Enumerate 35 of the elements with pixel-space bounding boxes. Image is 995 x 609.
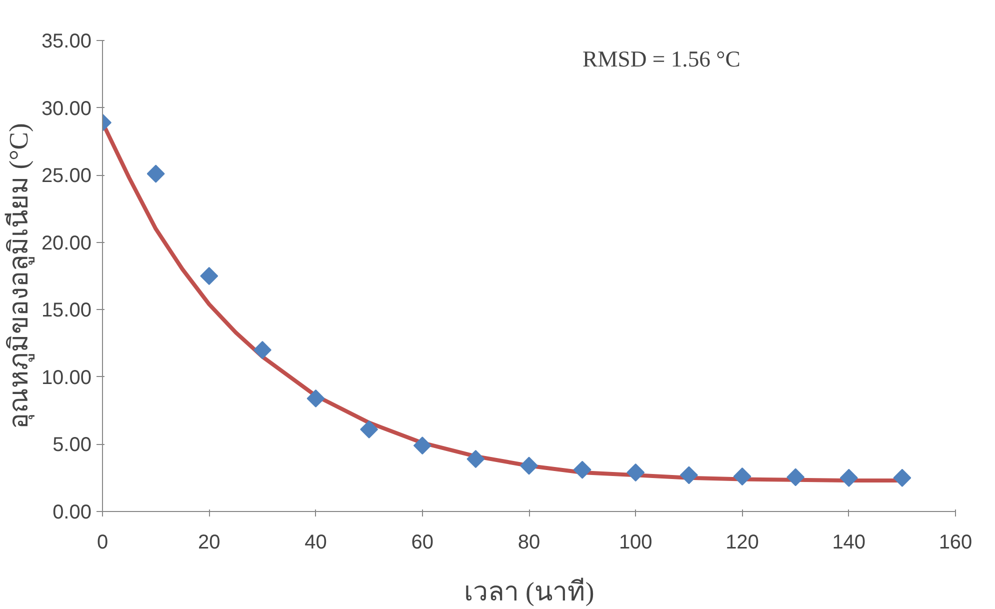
y-tick-label: 5.00 [52, 434, 92, 456]
x-tick-label: 40 [304, 532, 327, 554]
x-tick-label: 20 [198, 532, 220, 554]
point [680, 466, 698, 484]
point [626, 463, 645, 482]
x-tick-label: 0 [96, 532, 108, 554]
point [413, 436, 432, 455]
point [520, 456, 538, 475]
point [253, 341, 272, 359]
y-tick-label: 35.00 [41, 30, 92, 52]
y-tick-label: 20.00 [41, 232, 92, 254]
point [733, 468, 752, 486]
point [840, 468, 858, 487]
point [306, 389, 325, 408]
y-tick-label: 30.00 [41, 98, 92, 120]
x-tick-label: 60 [411, 532, 434, 554]
y-tick-label: 15.00 [41, 300, 92, 322]
y-tick-label: 25.00 [41, 165, 92, 188]
point [200, 267, 218, 285]
point [360, 420, 378, 438]
annotation: RMSD = 1.56 °C [582, 46, 740, 72]
point [146, 164, 165, 183]
x-tick-label: 140 [832, 532, 866, 554]
point [786, 468, 805, 486]
x-axis-title: เวลา (นาที) [464, 576, 594, 606]
point [466, 450, 485, 468]
y-tick-label: 10.00 [41, 366, 92, 389]
x-tick-label: 100 [618, 532, 652, 554]
x-tick-label: 120 [726, 532, 759, 554]
point [573, 460, 592, 479]
y-tick-label: 0.00 [52, 502, 92, 524]
point [893, 468, 912, 487]
x-tick-label: 80 [518, 532, 540, 554]
y-axis-title: อุณหภูมิของอลูมิเนียม (°C) [3, 123, 34, 429]
x-tick-label: 160 [938, 532, 972, 554]
